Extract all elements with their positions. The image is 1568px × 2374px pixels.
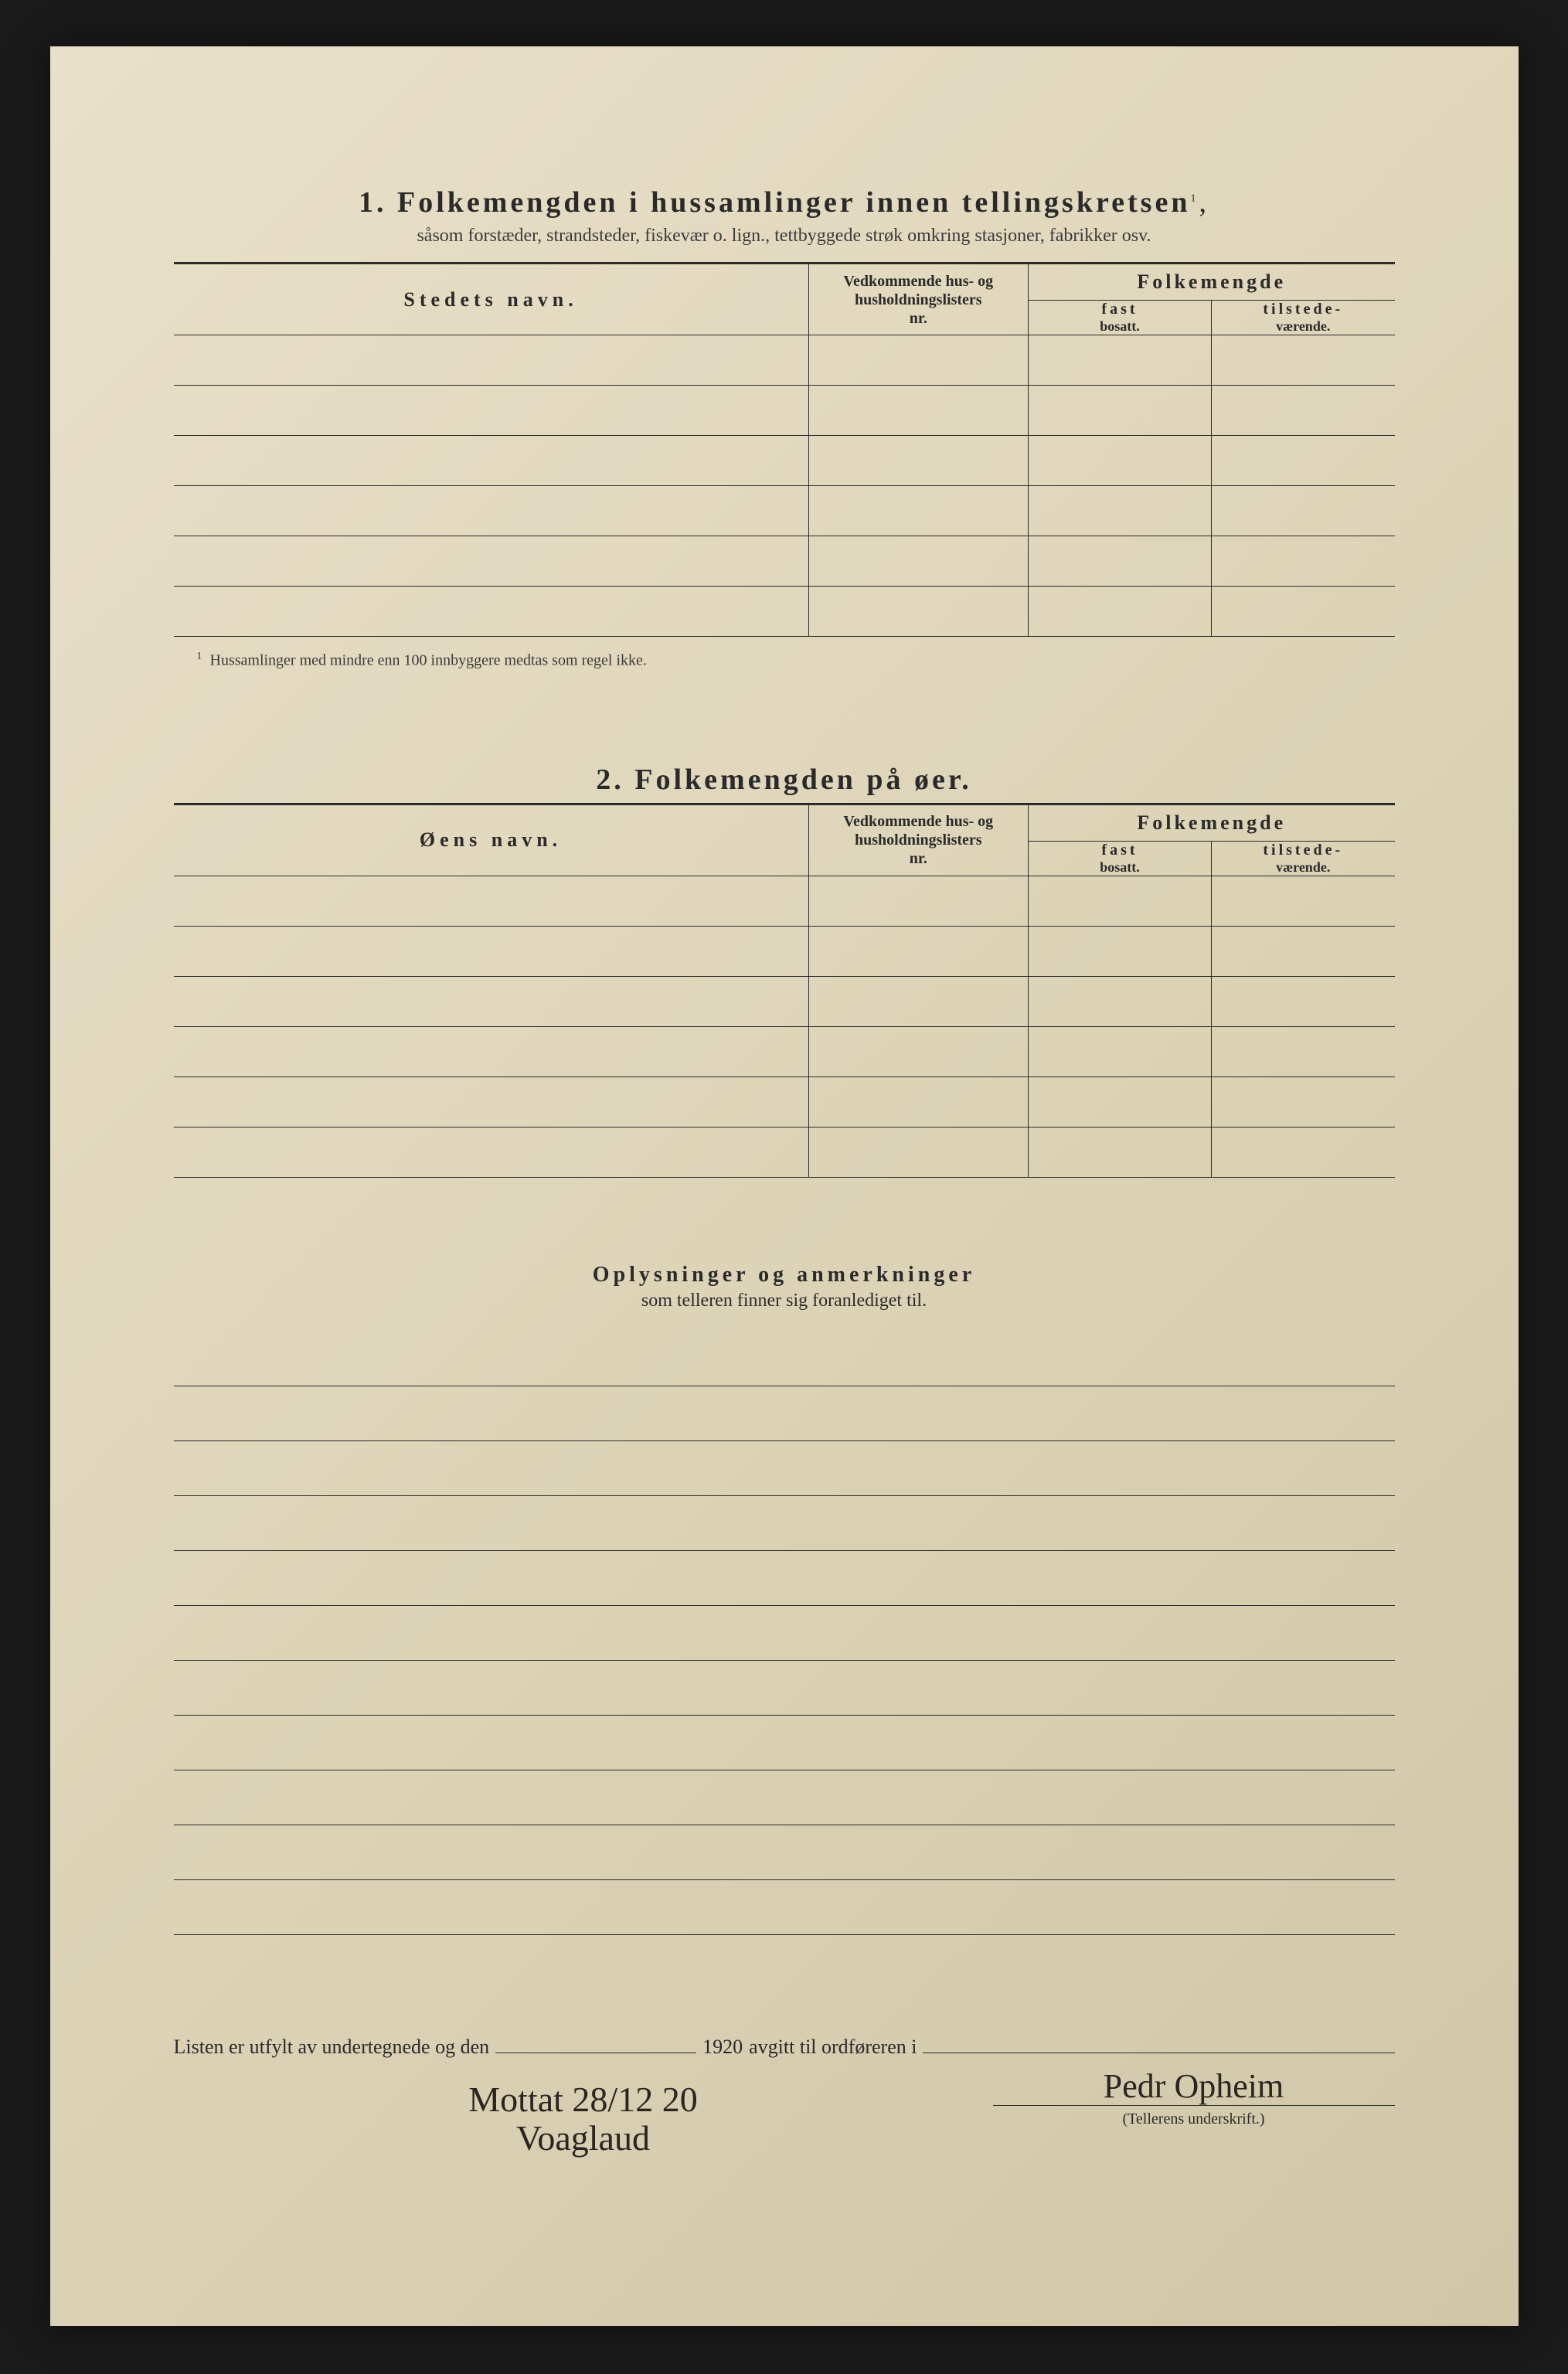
section-1-title: 1. Folkemengden i hussamlinger innen tel…: [174, 185, 1395, 219]
col-fast-bosatt: fast bosatt.: [1028, 301, 1211, 335]
signature-caption: (Tellerens underskrift.): [993, 2110, 1395, 2128]
remarks-line: [174, 1386, 1395, 1441]
col-stedets-navn: Stedets navn.: [174, 264, 809, 335]
remarks-line: [174, 1825, 1395, 1880]
footer-blank-ordforer: [923, 2036, 1394, 2053]
footnote-sup: 1: [197, 651, 202, 662]
footer-text-b: avgitt til ordføreren i: [749, 2036, 917, 2059]
footer-statement: Listen er utfylt av undertegnede og den …: [174, 2036, 1395, 2059]
handwritten-note: Mottat 28/12 20 Voaglaud: [174, 2080, 993, 2158]
col-folkemengde-2: Folkemengde: [1028, 804, 1394, 841]
col2-l2: husholdningslisters: [855, 291, 982, 308]
remarks-line: [174, 1496, 1395, 1551]
footer-text-a: Listen er utfylt av undertegnede og den: [174, 2036, 490, 2059]
col2-l3: nr.: [910, 310, 927, 327]
col-listers-nr: Vedkommende hus- og husholdningslisters …: [808, 264, 1028, 335]
section-2-number: 2.: [596, 764, 624, 796]
section-2-heading: Folkemengden på øer.: [634, 764, 971, 796]
remarks-line: [174, 1551, 1395, 1606]
col-folkemengde: Folkemengde: [1028, 264, 1394, 301]
section-1-heading: Folkemengden i hussamlinger innen tellin…: [397, 186, 1190, 219]
section-3-subtitle: som telleren finner sig foranlediget til…: [174, 1291, 1395, 1311]
remarks-line: [174, 1441, 1395, 1496]
footnote-text: Hussamlinger med mindre enn 100 innbygge…: [210, 652, 647, 669]
section-1: 1. Folkemengden i hussamlinger innen tel…: [174, 185, 1395, 670]
section-1-footnote: 1 Hussamlinger med mindre enn 100 innbyg…: [197, 651, 1395, 670]
handwritten-l1: Mottat 28/12 20: [468, 2080, 697, 2119]
remarks-line: [174, 1606, 1395, 1661]
col-fast-bosatt-2: fast bosatt.: [1028, 841, 1211, 876]
section-2-title: 2. Folkemengden på øer.: [174, 763, 1395, 797]
signature: Pedr Opheim: [993, 2066, 1395, 2106]
section-2-table: Øens navn. Vedkommende hus- og husholdni…: [174, 803, 1395, 1178]
section-3-title: Oplysninger og anmerkninger: [174, 1263, 1395, 1287]
remarks-line: [174, 1661, 1395, 1716]
section-1-tail: ,: [1199, 186, 1209, 219]
col-tilstede-2: tilstede- værende.: [1211, 841, 1394, 876]
remarks-line: [174, 1770, 1395, 1825]
remarks-line: [174, 1332, 1395, 1386]
section-1-subtitle: såsom forstæder, strandsteder, fiskevær …: [174, 226, 1395, 247]
section-1-table: Stedets navn. Vedkommende hus- og hushol…: [174, 262, 1395, 637]
col-listers-nr-2: Vedkommende hus- og husholdningslisters …: [808, 804, 1028, 876]
signature-area: Pedr Opheim (Tellerens underskrift.): [993, 2066, 1395, 2158]
s2-col2-l3: nr.: [910, 850, 927, 867]
s2-col2-l2: husholdningslisters: [855, 832, 982, 849]
remarks-line: [174, 1880, 1395, 1935]
col-oens-navn: Øens navn.: [174, 804, 809, 876]
remarks-line: [174, 1716, 1395, 1770]
col2-l1: Vedkommende hus- og: [843, 273, 993, 290]
footer: Listen er utfylt av undertegnede og den …: [174, 2036, 1395, 2158]
signature-block: Mottat 28/12 20 Voaglaud Pedr Opheim (Te…: [174, 2066, 1395, 2158]
section-1-sup: 1: [1190, 192, 1199, 204]
footer-blank-date: [495, 2036, 696, 2053]
col-tilstede: tilstede- værende.: [1211, 301, 1394, 335]
remarks-lines: [174, 1332, 1395, 1935]
footer-year: 1920: [702, 2036, 743, 2059]
handwritten-l2: Voaglaud: [516, 2118, 650, 2158]
section-2: 2. Folkemengden på øer. Øens navn. Vedko…: [174, 763, 1395, 1178]
census-form-page: 1. Folkemengden i hussamlinger innen tel…: [50, 46, 1519, 2326]
s2-col2-l1: Vedkommende hus- og: [843, 813, 993, 830]
section-3: Oplysninger og anmerkninger som telleren…: [174, 1263, 1395, 1935]
section-1-number: 1.: [359, 186, 387, 219]
